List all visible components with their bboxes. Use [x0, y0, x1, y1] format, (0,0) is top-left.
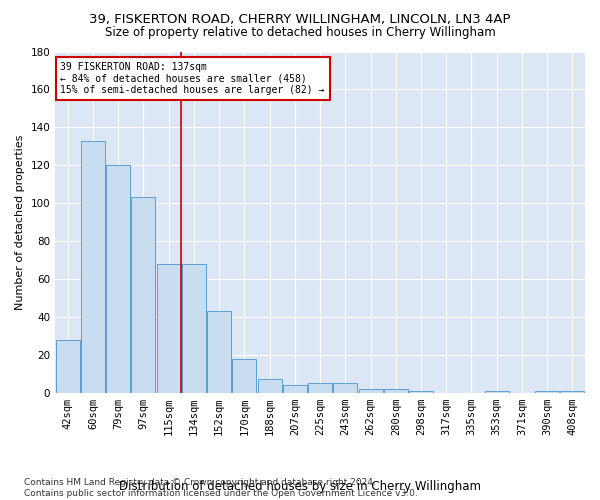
Bar	[207, 311, 231, 392]
Bar	[131, 198, 155, 392]
Text: Contains HM Land Registry data © Crown copyright and database right 2024.
Contai: Contains HM Land Registry data © Crown c…	[24, 478, 418, 498]
Bar	[308, 383, 332, 392]
Bar	[232, 358, 256, 392]
Bar	[81, 140, 105, 392]
Bar	[485, 390, 509, 392]
Bar	[106, 165, 130, 392]
Bar	[535, 390, 559, 392]
Bar	[182, 264, 206, 392]
Bar	[359, 389, 383, 392]
Text: Size of property relative to detached houses in Cherry Willingham: Size of property relative to detached ho…	[104, 26, 496, 39]
Bar	[157, 264, 181, 392]
Y-axis label: Number of detached properties: Number of detached properties	[15, 134, 25, 310]
Bar	[560, 390, 584, 392]
Text: 39, FISKERTON ROAD, CHERRY WILLINGHAM, LINCOLN, LN3 4AP: 39, FISKERTON ROAD, CHERRY WILLINGHAM, L…	[89, 12, 511, 26]
Bar	[56, 340, 80, 392]
Bar	[334, 383, 357, 392]
Text: Distribution of detached houses by size in Cherry Willingham: Distribution of detached houses by size …	[119, 480, 481, 493]
Bar	[283, 385, 307, 392]
Text: 39 FISKERTON ROAD: 137sqm
← 84% of detached houses are smaller (458)
15% of semi: 39 FISKERTON ROAD: 137sqm ← 84% of detac…	[61, 62, 325, 95]
Bar	[257, 380, 281, 392]
Bar	[409, 390, 433, 392]
Bar	[384, 389, 408, 392]
